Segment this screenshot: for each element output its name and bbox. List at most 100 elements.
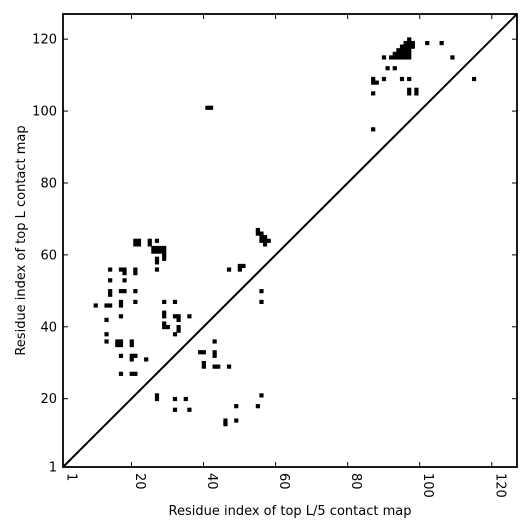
contact-point-upper [396, 55, 401, 60]
x-tick-label: 120 [492, 473, 507, 498]
contact-point-lower [118, 342, 124, 348]
contact-point-lower [176, 324, 181, 330]
contact-point-lower [118, 299, 124, 305]
contact-point-upper [399, 55, 405, 60]
contact-point-upper [407, 76, 412, 82]
y-tick-label: 40 [40, 320, 57, 335]
contact-point-lower [262, 238, 268, 243]
contact-point-upper [439, 40, 444, 46]
contact-point-lower [259, 299, 264, 305]
contact-point-lower [122, 271, 127, 276]
contact-point-lower [133, 242, 138, 247]
y-tick-label: 60 [40, 248, 57, 263]
contact-point-lower [118, 314, 124, 319]
contact-point-lower [201, 350, 206, 355]
contact-point-lower [144, 357, 149, 362]
contact-point-upper [374, 80, 379, 85]
contact-point-lower [122, 278, 127, 283]
y-tick-label: 80 [40, 176, 57, 191]
contact-point-upper [396, 51, 401, 56]
contact-point-lower [154, 396, 160, 402]
contact-point-lower [129, 339, 134, 344]
contact-point-lower [104, 332, 109, 337]
contact-point-lower [133, 289, 138, 294]
contact-point-lower [212, 353, 217, 358]
contact-point-lower [162, 299, 167, 305]
contact-point-lower [93, 303, 98, 308]
contact-point-lower [118, 267, 124, 272]
contact-point-upper [403, 40, 408, 46]
contact-point-upper [399, 51, 405, 56]
contact-point-lower [136, 238, 142, 243]
contact-point-lower [154, 256, 160, 261]
contact-point-upper [399, 48, 405, 53]
contact-point-lower [241, 263, 246, 269]
contact-point-upper [407, 87, 412, 92]
contact-point-lower [118, 339, 124, 344]
y-axis-label: Residue index of top L contact map [14, 125, 29, 355]
contact-point-lower [158, 245, 163, 251]
points-layer [93, 37, 477, 427]
contact-point-lower [234, 404, 239, 409]
contact-point-lower [136, 242, 142, 247]
contact-point-upper [381, 76, 387, 82]
contact-point-lower [172, 299, 178, 305]
contact-point-upper [407, 55, 412, 60]
contact-point-upper [450, 55, 455, 60]
contact-point-lower [255, 231, 260, 236]
contact-point-upper [407, 37, 412, 42]
contact-point-lower [226, 364, 232, 369]
contact-point-lower [226, 267, 232, 272]
contact-point-lower [259, 231, 264, 236]
x-tick-label: 40 [204, 473, 219, 490]
contact-point-lower [118, 289, 124, 294]
contact-point-lower [129, 357, 134, 362]
contact-point-upper [471, 76, 477, 82]
contact-point-upper [407, 44, 412, 49]
contact-point-lower [162, 256, 167, 261]
contact-point-lower [154, 260, 160, 265]
contact-point-lower [147, 242, 152, 247]
y-tick-label: 20 [40, 392, 57, 407]
contact-point-lower [172, 407, 178, 412]
contact-point-lower [133, 271, 138, 276]
contact-point-lower [205, 105, 210, 110]
contact-point-lower [162, 314, 167, 319]
contact-point-lower [237, 267, 242, 272]
contact-point-lower [259, 235, 264, 240]
contact-point-lower [162, 253, 167, 258]
contact-point-lower [187, 407, 192, 412]
contact-point-lower [133, 267, 138, 272]
contact-point-lower [133, 238, 138, 243]
contact-point-lower [172, 332, 178, 337]
y-tick-label: 100 [32, 105, 57, 120]
x-tick-label: 1 [64, 473, 79, 481]
contact-point-lower [201, 364, 206, 369]
contact-point-lower [151, 249, 156, 254]
contact-point-upper [389, 55, 394, 60]
x-tick-label: 100 [420, 473, 435, 498]
contact-point-upper [371, 80, 376, 85]
contact-point-lower [262, 242, 268, 247]
contact-point-lower [108, 267, 113, 272]
contact-point-lower [122, 267, 127, 272]
contact-point-upper [403, 48, 408, 53]
contact-point-upper [407, 40, 412, 46]
contact-point-lower [108, 292, 113, 297]
contact-point-lower [223, 418, 228, 423]
contact-point-upper [392, 66, 397, 71]
contact-point-lower [266, 238, 271, 243]
contact-point-upper [403, 51, 408, 56]
contact-point-lower [172, 314, 178, 319]
x-tick-label: 80 [348, 473, 363, 490]
contact-point-upper [399, 44, 405, 49]
contact-point-lower [212, 364, 217, 369]
contact-point-lower [255, 404, 260, 409]
x-axis-label: Residue index of top L/5 contact map [169, 504, 412, 519]
contact-point-lower [158, 249, 163, 254]
contact-point-lower [154, 267, 160, 272]
plot-frame [62, 13, 518, 468]
contact-point-lower [172, 396, 178, 402]
contact-point-lower [104, 303, 109, 308]
